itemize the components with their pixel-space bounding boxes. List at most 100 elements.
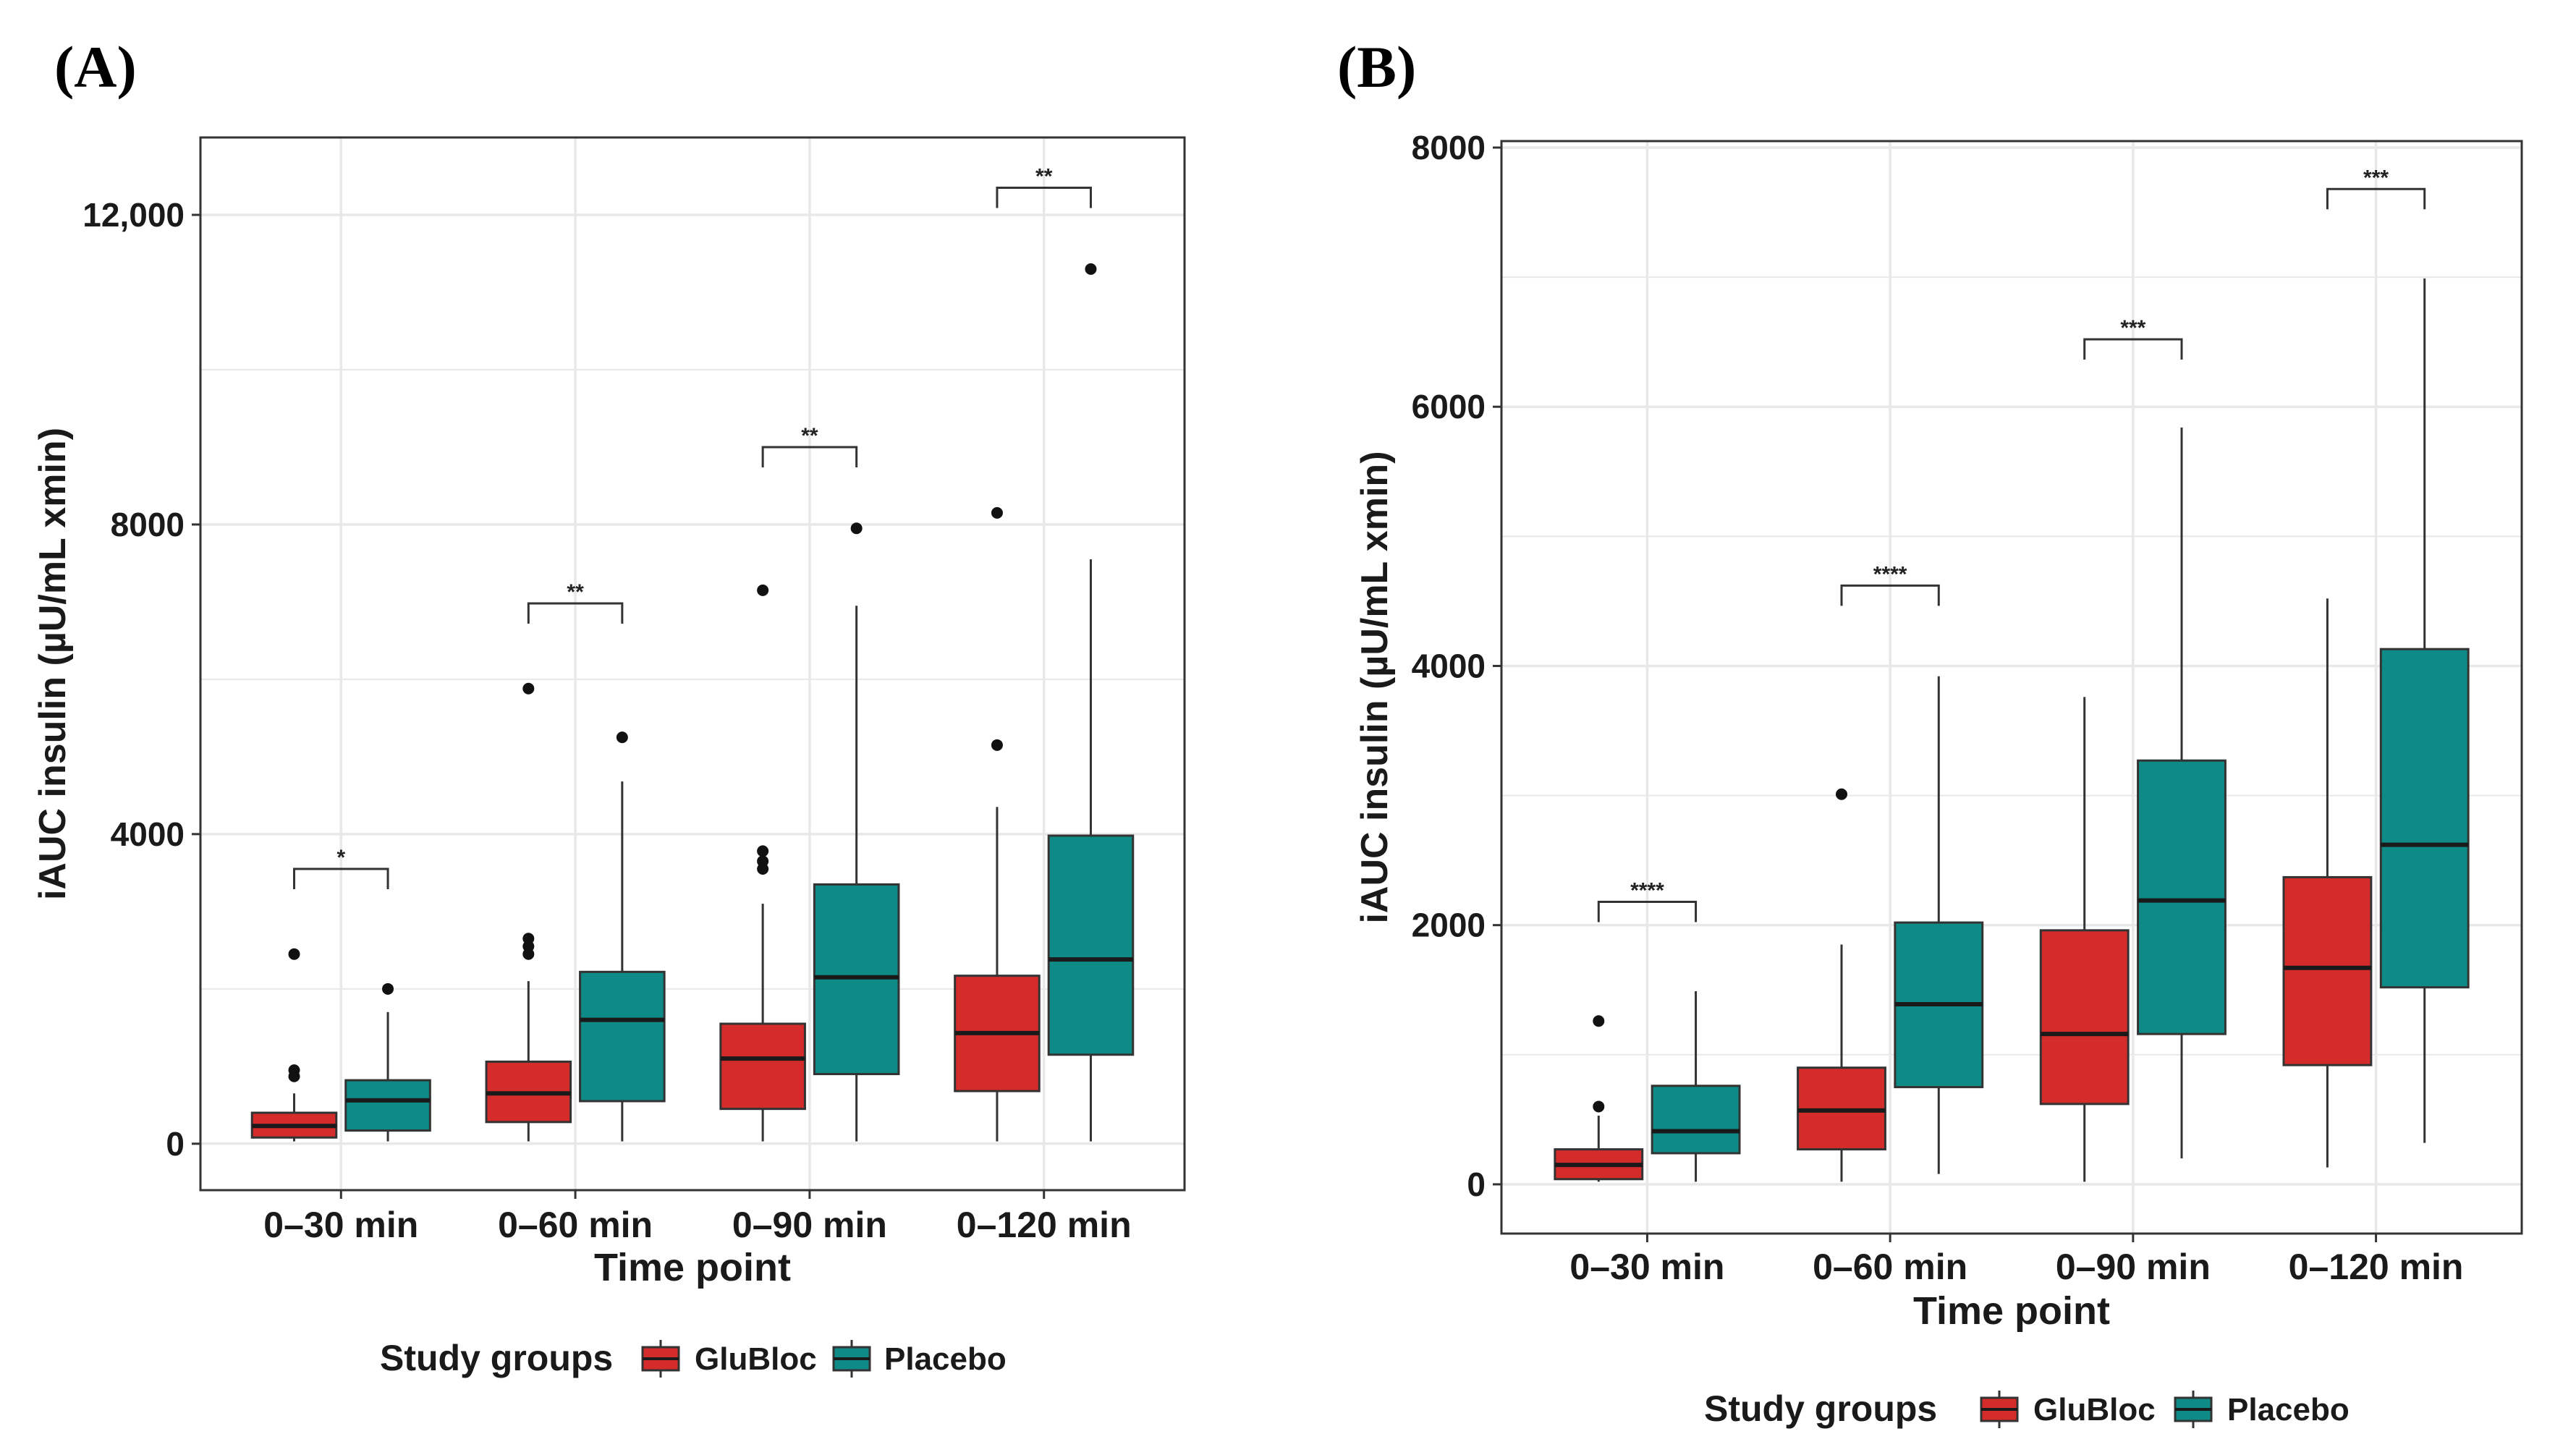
iqr-box — [344, 1079, 431, 1132]
box-glubloc-3 — [954, 506, 1041, 1142]
legend-key-glubloc — [641, 1340, 680, 1378]
box-placebo-1 — [579, 731, 666, 1142]
outlier-point — [616, 731, 628, 744]
outlier-point — [1085, 263, 1097, 275]
outlier-point — [522, 933, 535, 945]
outlier-point — [288, 948, 300, 960]
iqr-box — [2379, 648, 2470, 989]
y-axis: 0 2000 4000 6000 8000 — [1412, 129, 1501, 1203]
x-tick-label: 0–30 min — [1569, 1247, 1724, 1287]
box-placebo-2 — [2137, 427, 2227, 1159]
y-tick-label: 0 — [1467, 1166, 1486, 1203]
box-glubloc-0 — [250, 948, 338, 1142]
bracket-line — [996, 187, 1092, 208]
iqr-box — [1651, 1085, 1741, 1155]
outlier-point — [1593, 1100, 1605, 1113]
outlier-point — [1593, 1015, 1605, 1027]
significance-bracket: ** — [527, 580, 624, 624]
box-placebo-1 — [1894, 676, 1984, 1174]
x-tick-label: 0–30 min — [263, 1205, 418, 1245]
box-placebo-3 — [1047, 263, 1135, 1142]
box-placebo-3 — [2379, 278, 2470, 1143]
bracket-line — [293, 867, 389, 890]
x-tick-label: 0–90 min — [732, 1205, 887, 1245]
legend-key-glubloc — [1980, 1391, 2019, 1428]
legend-key-placebo — [2174, 1391, 2213, 1428]
x-tick-label: 0–90 min — [2056, 1247, 2211, 1287]
y-tick-label: 4000 — [111, 815, 185, 853]
panel-label: (A) — [54, 34, 137, 100]
x-tick-label: 0–120 min — [957, 1205, 1132, 1245]
box-placebo-0 — [1651, 991, 1741, 1182]
box-placebo-0 — [344, 983, 431, 1142]
bracket-line — [2326, 187, 2426, 210]
iqr-box — [2137, 759, 2227, 1035]
iqr-box — [719, 1022, 806, 1111]
iqr-box — [2282, 875, 2373, 1066]
bracket-line — [1597, 900, 1698, 922]
bracket-line — [761, 446, 858, 467]
outlier-point — [1836, 788, 1847, 800]
y-tick-label: 8000 — [1412, 129, 1486, 166]
series-glubloc — [250, 506, 1041, 1142]
y-tick-label: 12,000 — [82, 196, 185, 234]
significance-label: *** — [2120, 316, 2145, 340]
y-tick-label: 8000 — [111, 506, 185, 543]
iqr-box — [1047, 834, 1135, 1056]
legend-label-glubloc: GluBloc — [695, 1341, 817, 1377]
significance-label: ** — [1035, 165, 1053, 189]
outlier-point — [757, 855, 769, 867]
legend-key-placebo — [832, 1340, 871, 1378]
box-glubloc-2 — [719, 584, 806, 1142]
significance-bracket: ** — [996, 165, 1092, 208]
bracket-line — [1840, 584, 1940, 606]
significance-label: ** — [801, 424, 818, 448]
plot-background — [1501, 141, 2522, 1234]
legend-label-placebo: Placebo — [884, 1341, 1007, 1377]
outlier-point — [757, 584, 769, 596]
outlier-point — [288, 1064, 300, 1077]
y-axis-title: iAUC insulin (µU/mL xmin) — [32, 428, 74, 900]
significance-bracket: ** — [761, 424, 858, 467]
iqr-box — [579, 970, 666, 1103]
significance-label: * — [336, 846, 345, 870]
legend-title: Study groups — [1704, 1388, 1937, 1429]
outlier-point — [991, 739, 1003, 751]
box-glubloc-2 — [2039, 697, 2130, 1182]
outlier-point — [757, 845, 769, 857]
significance-label: **** — [1873, 562, 1907, 586]
series-placebo — [344, 263, 1135, 1142]
significance-label: **** — [1630, 878, 1664, 902]
significance-bracket: *** — [2326, 166, 2426, 210]
significance-bracket: **** — [1597, 878, 1698, 922]
x-tick-label: 0–120 min — [2289, 1247, 2464, 1287]
significance-bracket: **** — [1840, 562, 1940, 606]
y-tick-label: 6000 — [1412, 388, 1486, 425]
outlier-point — [991, 506, 1003, 519]
outlier-point — [522, 682, 535, 695]
legend-label-placebo: Placebo — [2227, 1392, 2350, 1427]
x-axis-title: Time point — [1913, 1289, 2110, 1333]
bracket-line — [527, 602, 624, 624]
x-axis: 0–30 min 0–60 min 0–90 min 0–120 min — [263, 1190, 1132, 1245]
legend: Study groups GluBloc Placebo — [380, 1338, 1007, 1378]
y-tick-label: 0 — [166, 1125, 185, 1163]
plot-frame — [199, 136, 1186, 1192]
box-glubloc-1 — [485, 682, 572, 1142]
series-placebo — [1651, 278, 2470, 1182]
significance-label: *** — [2363, 166, 2389, 190]
outlier-point — [850, 522, 863, 535]
legend: Study groups GluBloc Placebo — [1704, 1388, 2350, 1429]
bracket-line — [2083, 338, 2183, 360]
y-tick-label: 2000 — [1412, 907, 1486, 944]
legend-title: Study groups — [380, 1338, 613, 1378]
gridlines — [200, 137, 1185, 1190]
box-glubloc-1 — [1797, 788, 1886, 1182]
legend-label-glubloc: GluBloc — [2033, 1392, 2156, 1427]
y-axis-title: iAUC insulin (µU/mL xmin) — [1354, 451, 1396, 923]
significance-bracket: *** — [2083, 316, 2183, 360]
box-glubloc-3 — [2282, 598, 2373, 1168]
